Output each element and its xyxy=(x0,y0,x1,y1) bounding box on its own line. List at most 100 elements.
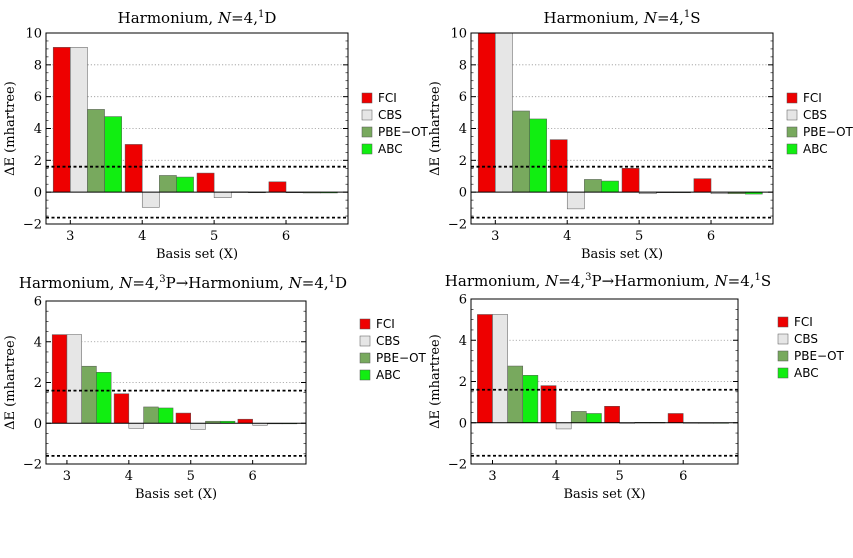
bar-cbs-4 xyxy=(555,422,572,430)
legend-label: CBS xyxy=(803,108,827,122)
legend-swatch-pbeot xyxy=(359,352,371,364)
legend-swatch-cbs xyxy=(361,109,373,121)
bar-fci-4 xyxy=(540,385,557,424)
y-tick-label: −2 xyxy=(23,218,42,233)
y-tick-label: 4 xyxy=(34,335,42,350)
bar-fci-5 xyxy=(175,412,191,424)
y-tick-label: 6 xyxy=(34,90,42,105)
legend-label: ABC xyxy=(803,142,828,156)
y-tick-label: 2 xyxy=(459,375,467,390)
chart-title-part: D xyxy=(264,9,276,27)
bar-cbs-4 xyxy=(141,191,160,208)
y-tick-label: 6 xyxy=(459,293,467,308)
y-axis-label: ΔE (mhartree) xyxy=(3,81,18,176)
y-tick-label: 2 xyxy=(34,376,42,391)
bar-fci-6 xyxy=(268,181,287,193)
legend-swatch-cbs xyxy=(359,335,371,347)
chart-title-part: =4, xyxy=(657,9,684,27)
chart-title: Harmonium, N=4,3P→Harmonium, N=4,1D xyxy=(19,274,347,292)
legend-label: PBE−OT xyxy=(376,351,427,365)
y-tick-label: −2 xyxy=(23,458,42,473)
bar-cbs-5 xyxy=(190,423,206,430)
bar-fci-6 xyxy=(667,413,684,424)
chart-title-part: =4, xyxy=(728,272,755,290)
y-tick-label: 10 xyxy=(25,27,42,42)
x-tick-label: 5 xyxy=(635,229,643,244)
y-tick-label: 0 xyxy=(459,186,467,201)
legend-label: FCI xyxy=(376,317,395,331)
legend-swatch-fci xyxy=(786,92,798,104)
bar-fci-6 xyxy=(693,178,712,193)
chart-title: Harmonium, N=4,3P→Harmonium, N=4,1S xyxy=(445,272,771,290)
legend-swatch-pbeot xyxy=(786,126,798,138)
bar-pbeot-3 xyxy=(507,365,524,423)
bar-abc-4 xyxy=(176,176,194,193)
x-tick-label: 4 xyxy=(138,229,146,244)
chart-title-part: =4, xyxy=(558,272,585,290)
y-tick-label: 2 xyxy=(34,154,42,169)
y-tick-label: 6 xyxy=(459,90,467,105)
y-tick-label: 8 xyxy=(459,58,467,73)
y-tick-label: −2 xyxy=(448,218,467,233)
bar-fci-5 xyxy=(196,172,215,193)
y-tick-label: 0 xyxy=(459,416,467,431)
y-axis-label: ΔE (mhartree) xyxy=(3,335,18,430)
bar-abc-3 xyxy=(104,116,122,193)
chart-title-part: 1 xyxy=(755,272,761,283)
y-axis-label: ΔE (mhartree) xyxy=(428,81,443,176)
y-tick-label: 10 xyxy=(450,27,467,42)
legend-label: CBS xyxy=(376,334,400,348)
x-tick-label: 4 xyxy=(552,469,560,484)
chart-title-part: Harmonium, xyxy=(445,272,545,290)
y-tick-label: −2 xyxy=(448,458,467,473)
chart-title-part: N xyxy=(118,274,133,292)
x-tick-label: 6 xyxy=(282,229,290,244)
legend-label: FCI xyxy=(803,91,822,105)
bar-cbs-3 xyxy=(66,334,82,424)
x-tick-label: 3 xyxy=(491,229,499,244)
legend-swatch-abc xyxy=(361,143,373,155)
bar-abc-3 xyxy=(96,372,112,424)
chart-title-part: N xyxy=(544,272,559,290)
y-tick-label: 6 xyxy=(34,295,42,310)
bar-abc-4 xyxy=(601,180,619,193)
bar-pbeot-4 xyxy=(570,411,587,424)
chart-title: Harmonium, N=4,1S xyxy=(544,9,701,27)
legend-swatch-fci xyxy=(361,92,373,104)
chart-title-part: D xyxy=(335,274,347,292)
bar-fci-3 xyxy=(477,32,496,193)
x-tick-label: 6 xyxy=(249,469,257,484)
chart-title-part: Harmonium, xyxy=(544,9,644,27)
chart-title-part: =4, xyxy=(231,9,258,27)
bar-pbeot-3 xyxy=(87,109,105,193)
bar-cbs-5 xyxy=(213,191,232,198)
legend-label: PBE−OT xyxy=(803,125,853,139)
x-tick-label: 5 xyxy=(615,469,623,484)
legend-swatch-cbs xyxy=(786,109,798,121)
legend-swatch-cbs xyxy=(777,333,789,345)
chart-title-part: N xyxy=(288,274,303,292)
bar-fci-3 xyxy=(52,47,71,193)
bar-fci-6 xyxy=(237,418,253,424)
chart-title-part: 1 xyxy=(258,9,264,20)
bar-cbs-3 xyxy=(495,32,513,193)
y-tick-label: 4 xyxy=(459,334,467,349)
bar-cbs-3 xyxy=(492,314,508,423)
chart-title-part: S xyxy=(690,9,700,27)
bar-abc-3 xyxy=(529,118,547,193)
chart-title-part: N xyxy=(643,9,658,27)
bar-pbeot-4 xyxy=(159,175,177,193)
legend-label: ABC xyxy=(378,142,403,156)
chart-title-part: 1 xyxy=(684,9,690,20)
chart-title-part: 3 xyxy=(585,272,591,283)
legend-swatch-pbeot xyxy=(777,350,789,362)
legend-swatch-fci xyxy=(777,316,789,328)
x-axis-label: Basis set (X) xyxy=(581,247,663,262)
bar-cbs-4 xyxy=(566,191,585,210)
y-tick-label: 0 xyxy=(34,186,42,201)
x-axis-label: Basis set (X) xyxy=(135,487,217,502)
chart-title-part: =4, xyxy=(302,274,329,292)
